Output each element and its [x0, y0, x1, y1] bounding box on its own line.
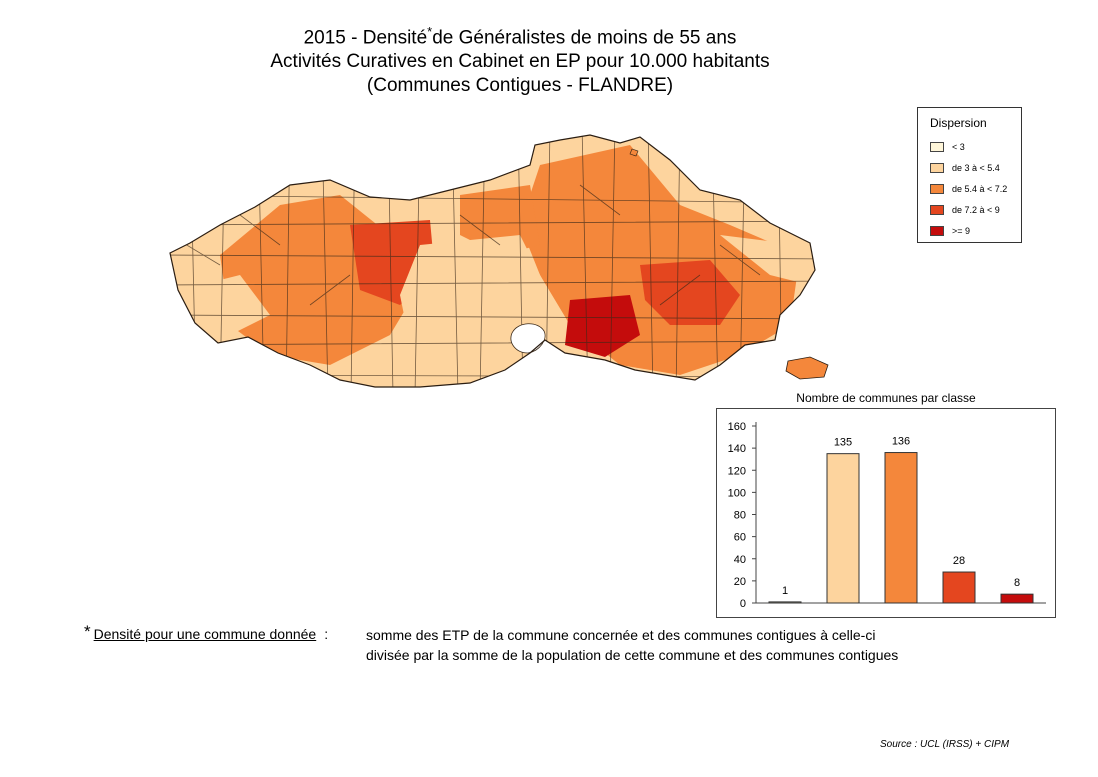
bar: [942, 571, 976, 604]
title-line-1: 2015 - Densité*de Généralistes de moins …: [303, 24, 737, 49]
footnote-definition-line-2: divisée par la somme de la population de…: [366, 647, 899, 663]
legend-swatch: [930, 204, 944, 215]
legend: Dispersion < 3 de 3 à < 5.4 de 5.4 à < 7…: [917, 107, 1022, 243]
legend-item: de 7.2 à < 9: [930, 199, 1021, 220]
footnote-term: Densité pour une commune donnée: [93, 626, 317, 642]
y-tick-label: 20: [734, 576, 746, 588]
title-line-2: Activités Curatives en Cabinet en EP pou…: [270, 51, 770, 73]
flanders-outline: [169, 134, 816, 388]
title-asterisk: *: [427, 24, 433, 39]
footnote-definition-line-1: somme des ETP de la commune concernée et…: [366, 627, 876, 643]
bar-data-label: 136: [892, 436, 910, 448]
legend-item: de 3 à < 5.4: [930, 157, 1021, 178]
title-line-3: (Communes Contigues - FLANDRE): [366, 75, 674, 97]
y-tick-label: 80: [734, 510, 746, 522]
bar: [1000, 593, 1034, 604]
bar-data-label: 1: [782, 585, 788, 597]
legend-item: de 5.4 à < 7.2: [930, 178, 1021, 199]
legend-swatch: [930, 225, 944, 236]
voeren-exclave: [785, 356, 829, 380]
bar-data-label: 8: [1014, 577, 1020, 589]
legend-swatch: [930, 141, 944, 152]
legend-swatch: [930, 183, 944, 194]
leuven-high-density-cluster: [565, 295, 640, 357]
legend-swatch: [930, 162, 944, 173]
footnote-colon: :: [324, 626, 329, 642]
flanders-choropleth-map: [169, 134, 829, 388]
y-tick-label: 120: [728, 465, 746, 477]
footnote-asterisk: *: [84, 622, 91, 641]
bar-data-label: 135: [834, 437, 852, 449]
brussels-enclave: [510, 323, 546, 354]
y-tick-label: 0: [740, 598, 746, 610]
y-tick-label: 100: [728, 487, 746, 499]
source-credit: Source : UCL (IRSS) + CIPM: [880, 739, 1010, 750]
y-tick-label: 40: [734, 554, 746, 566]
legend-title: Dispersion: [930, 116, 987, 130]
bar-chart-title: Nombre de communes par classe: [796, 391, 976, 405]
baarle-hertog-exclave: [629, 148, 639, 157]
footnote: * Densité pour une commune donnée:: [84, 622, 338, 644]
bar: [768, 601, 802, 604]
map-title: 2015 - Densité*de Généralistes de moins …: [200, 20, 840, 98]
bar-data-label: 28: [953, 555, 965, 567]
bar-chart: 160 140 120 100 80 60 40 20 0 1 135 136 28 8: [716, 408, 1056, 618]
legend-item: >= 9: [930, 220, 1021, 241]
y-tick-label: 60: [734, 532, 746, 544]
bar: [884, 452, 918, 604]
y-tick-label: 140: [728, 443, 746, 455]
legend-item: < 3: [930, 136, 1021, 157]
bar: [826, 453, 860, 604]
y-tick-label: 160: [728, 421, 746, 433]
